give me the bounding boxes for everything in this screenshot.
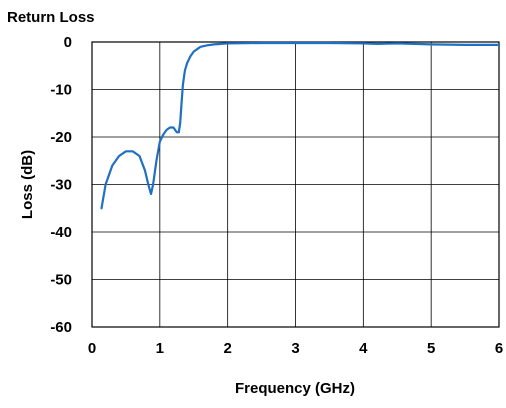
y-axis-ticks: 0 -10 -20 -30 -40 -50 -60: [50, 34, 72, 336]
y-tick-label: 0: [64, 34, 72, 51]
y-axis-title: Loss (dB): [19, 150, 36, 219]
grid: [92, 42, 499, 327]
y-tick-label: -40: [50, 224, 72, 241]
chart-title: Return Loss: [7, 9, 95, 26]
x-tick-label: 1: [156, 340, 164, 357]
x-tick-label: 3: [291, 340, 299, 357]
y-tick-label: -20: [50, 129, 72, 146]
x-axis-title: Frequency (GHz): [235, 380, 355, 397]
y-tick-label: -60: [50, 319, 72, 336]
x-tick-label: 6: [495, 340, 503, 357]
y-tick-label: -10: [50, 82, 72, 99]
x-tick-label: 5: [427, 340, 435, 357]
x-tick-label: 2: [223, 340, 231, 357]
y-tick-label: -30: [50, 177, 72, 194]
x-axis-ticks: 0 1 2 3 4 5 6: [88, 340, 503, 357]
x-tick-label: 4: [359, 340, 368, 357]
y-tick-label: -50: [50, 272, 72, 289]
series-line: [100, 41, 501, 210]
x-tick-label: 0: [88, 340, 96, 357]
